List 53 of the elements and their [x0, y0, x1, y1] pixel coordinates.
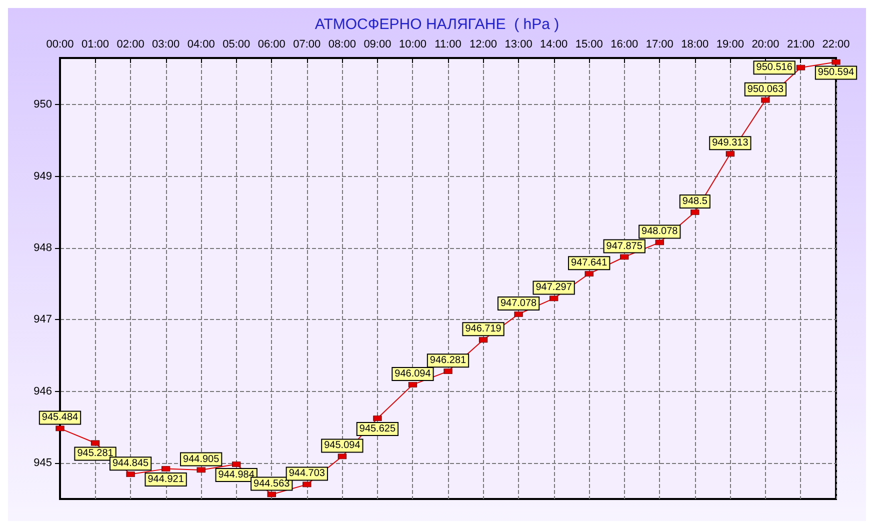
data-label: 947.297	[536, 282, 572, 294]
data-label: 946.094	[394, 368, 432, 380]
data-label: 944.921	[148, 474, 184, 486]
x-tick-label: 12:00	[470, 38, 498, 50]
data-label: 944.905	[183, 454, 220, 465]
x-tick-label: 13:00	[504, 38, 532, 50]
x-tick-label: 05:00	[222, 38, 250, 50]
x-tick-label: 07:00	[293, 38, 321, 50]
x-tick-label: 03:00	[152, 38, 180, 50]
data-label: 945.094	[324, 440, 361, 452]
data-label: 950.594	[818, 67, 855, 78]
x-tick-label: 11:00	[434, 38, 462, 50]
y-tick-label: 947	[34, 314, 52, 326]
y-tick-label: 950	[34, 98, 52, 111]
data-label: 945.625	[359, 424, 396, 435]
data-label: 944.563	[254, 478, 290, 490]
x-tick-label: 18:00	[681, 38, 709, 50]
x-tick-label: 00:00	[46, 38, 74, 50]
y-tick-label: 949	[34, 170, 52, 182]
data-label: 946.281	[430, 355, 467, 366]
data-label: 947.641	[571, 258, 608, 269]
data-label: 950.063	[747, 84, 784, 95]
data-label: 944.845	[112, 458, 150, 470]
data-label: 945.484	[42, 412, 79, 424]
chart-title: АТМОСФЕРНО НАЛЯГАНЕ ( hPa )	[314, 16, 560, 33]
data-label: 949.313	[712, 138, 749, 149]
x-tick-label: 10:00	[398, 38, 426, 50]
data-label: 946.719	[465, 324, 502, 335]
x-tick-label: 21:00	[786, 38, 814, 50]
x-tick-label: 04:00	[187, 38, 215, 50]
data-label: 947.078	[500, 298, 538, 309]
x-tick-label: 06:00	[258, 38, 286, 50]
x-tick-label: 02:00	[116, 38, 144, 50]
x-tick-label: 14:00	[540, 38, 568, 50]
data-label: 950.516	[756, 62, 793, 74]
data-label: 945.281	[77, 448, 114, 460]
x-tick-label: 17:00	[646, 38, 674, 50]
x-tick-label: 19:00	[716, 38, 744, 50]
data-label: 944.984	[218, 469, 255, 480]
y-tick-label: 946	[34, 385, 52, 398]
x-tick-label: 16:00	[610, 38, 638, 50]
x-tick-label: 08:00	[328, 38, 356, 50]
data-label: 948.5	[682, 196, 708, 207]
data-label: 947.875	[606, 240, 643, 252]
data-label: 948.078	[642, 226, 678, 238]
y-tick-label: 945	[34, 457, 52, 470]
x-tick-label: 01:00	[82, 38, 110, 50]
x-tick-label: 15:00	[575, 38, 603, 50]
x-tick-label: 22:00	[822, 38, 850, 50]
x-tick-label: 20:00	[752, 38, 780, 50]
data-label: 944.703	[288, 468, 326, 480]
x-tick-label: 09:00	[364, 38, 392, 50]
y-tick-label: 948	[34, 242, 52, 254]
